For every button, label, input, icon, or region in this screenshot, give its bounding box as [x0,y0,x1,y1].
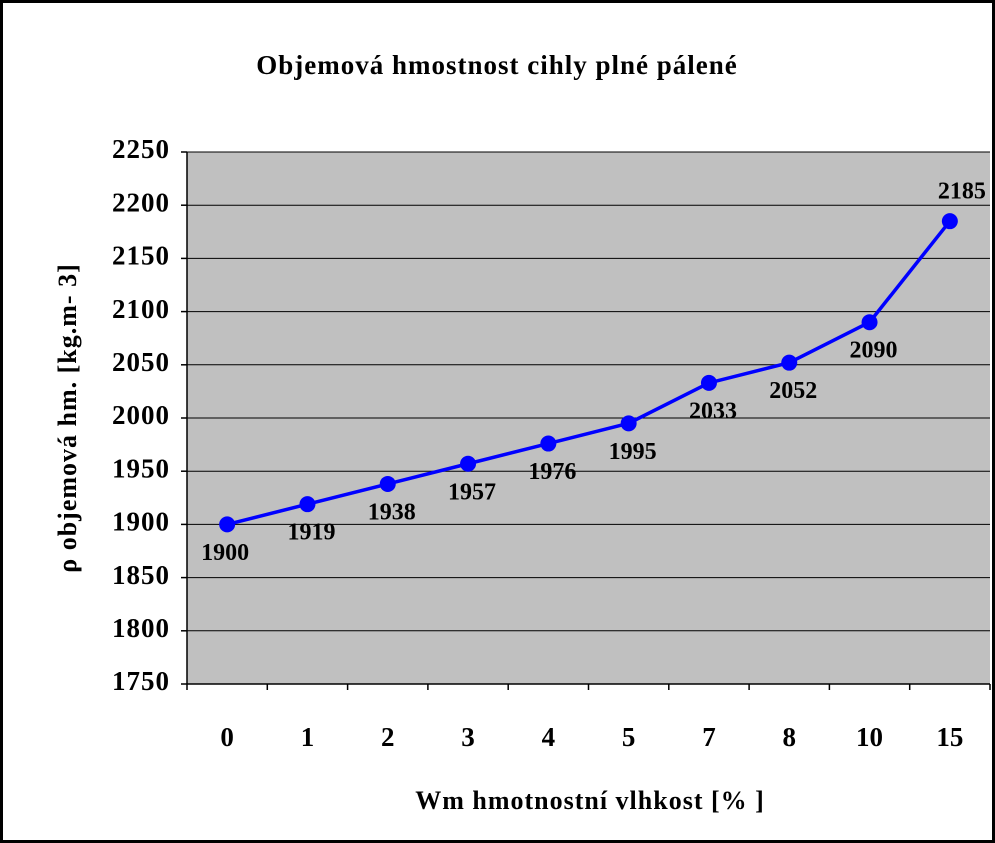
y-tick-label: 1800 [112,613,170,643]
data-label: 1900 [201,540,249,566]
y-tick-label: 1900 [112,507,170,537]
y-tick-label: 2000 [112,400,170,430]
x-tick-label: 2 [381,722,395,752]
y-tick-label: 1850 [112,560,170,590]
line [226,220,952,527]
data-label: 1938 [368,499,416,525]
marker [299,496,316,513]
marker [460,455,477,472]
y-tick-label: 2200 [112,187,170,217]
x-tick-label: 15 [936,722,963,752]
marker [700,374,717,391]
y-tick-label: 1750 [112,666,170,696]
x-tick-label: 7 [702,722,716,752]
marker [781,354,798,371]
data-label: 2052 [769,378,817,404]
x-tick-label: 3 [461,722,475,752]
chart-title: Objemová hmostnost cihly plné pálené [256,50,738,80]
marker [540,435,557,452]
x-tick-label: 0 [220,722,234,752]
y-tick-label: 2150 [112,241,170,271]
x-tick-label: 4 [542,722,556,752]
y-tick-label: 2100 [112,294,170,324]
data-label: 1995 [609,439,657,465]
data-label: 2185 [938,179,986,205]
marker [219,516,236,533]
marker [861,314,878,331]
x-axis-title: Wm hmotnostní vlhkost [% ] [415,786,765,815]
x-tick-label: 8 [783,722,797,752]
y-tick-label: 1950 [112,453,170,483]
y-axis-title: ρ objemová hm. [kg.m- 3] [53,263,82,572]
marker [620,415,637,432]
x-tick-label: 5 [622,722,636,752]
x-tick-label: 1 [301,722,315,752]
y-tick-label: 2250 [112,134,170,164]
marker [379,475,396,492]
data-label: 1957 [448,479,496,505]
data-label: 2090 [850,338,898,364]
data-label: 2033 [689,398,737,424]
marker [941,213,958,230]
x-tick-label: 10 [856,722,883,752]
data-label: 1919 [287,520,335,546]
y-tick-label: 2050 [112,347,170,377]
data-label: 1976 [528,459,576,485]
